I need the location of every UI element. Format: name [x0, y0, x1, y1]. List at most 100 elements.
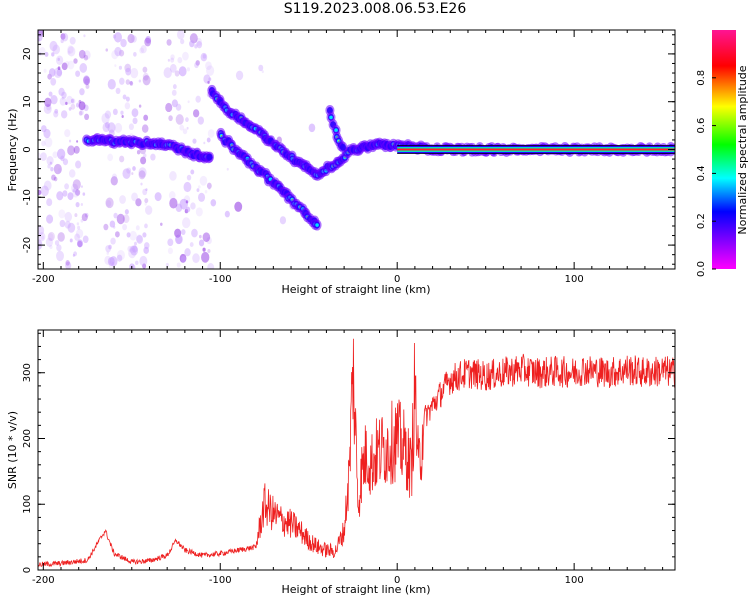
noise-blob [199, 175, 208, 186]
noise-blob [234, 201, 243, 212]
noise-blob [61, 96, 64, 100]
noise-blob [179, 253, 187, 263]
noise-blob [176, 262, 181, 268]
noise-blob [207, 80, 210, 84]
noise-blob [195, 37, 202, 46]
noise-blob [140, 45, 147, 54]
noise-blob [72, 253, 75, 257]
noise-blob [130, 67, 139, 79]
noise-blob [186, 174, 192, 181]
noise-blob [121, 114, 124, 118]
noise-blob [56, 191, 64, 201]
noise-blob [142, 263, 147, 269]
noise-blob [67, 60, 75, 70]
noise-blob [52, 44, 61, 55]
noise-blob [201, 251, 210, 263]
noise-blob [83, 75, 90, 84]
ridge-core [315, 223, 319, 227]
noise-blob [52, 151, 58, 159]
noise-blob [126, 167, 132, 174]
noise-blob [67, 45, 74, 54]
noise-blob [208, 187, 211, 191]
snr-y-tick-label: 100 [22, 495, 33, 514]
noise-blob [141, 124, 149, 133]
noise-blob [196, 188, 200, 192]
noise-blob [75, 189, 81, 196]
noise-blob [111, 173, 118, 181]
noise-blob [160, 222, 163, 226]
noise-blob [84, 113, 90, 121]
noise-blob [165, 102, 173, 113]
noise-blob [53, 110, 59, 118]
noise-blob [143, 153, 147, 158]
noise-blob [65, 260, 70, 266]
noise-blob [76, 239, 84, 248]
noise-blob [172, 84, 177, 90]
noise-blob [154, 192, 162, 202]
noise-blob [116, 254, 123, 262]
spectrogram-x-ticks: -200 -100 0 100 [32, 30, 664, 285]
noise-blob [64, 183, 69, 190]
noise-blob [170, 54, 175, 61]
noise-blob [78, 101, 86, 111]
noise-blob [72, 179, 81, 190]
noise-blob [53, 176, 58, 182]
noise-blob [46, 104, 51, 111]
noise-blob [129, 81, 134, 86]
noise-blob [139, 255, 148, 267]
noise-blob [125, 67, 132, 76]
noise-blob [181, 229, 186, 235]
noise-blob [129, 80, 133, 85]
noise-blob [106, 251, 110, 255]
noise-blob [140, 182, 143, 186]
noise-blob [135, 225, 140, 231]
noise-blob [111, 50, 119, 60]
noise-blob [38, 225, 45, 236]
noise-blob [79, 62, 88, 73]
noise-blob [198, 239, 205, 247]
noise-blob [191, 228, 198, 238]
noise-blob [61, 91, 67, 99]
noise-blob [120, 110, 124, 115]
noise-blob [142, 232, 147, 238]
noise-blob [203, 74, 211, 84]
noise-blob [57, 66, 61, 70]
noise-blob [180, 255, 186, 263]
noise-blob [198, 192, 206, 202]
colorbar-label: Normalized spectral amplitude [736, 65, 749, 234]
noise-blob [43, 103, 52, 115]
noise-blob [140, 156, 147, 165]
ridge-core [329, 115, 333, 120]
noise-blob [41, 235, 45, 240]
noise-blob [192, 138, 197, 144]
noise-blob [202, 54, 207, 59]
noise-blob [101, 113, 110, 124]
noise-blob [57, 57, 60, 62]
noise-blob [74, 189, 79, 196]
noise-blob [43, 68, 47, 73]
noise-blob [60, 33, 66, 40]
noise-blob [185, 206, 191, 213]
noise-blob [194, 44, 198, 49]
noise-blob [126, 232, 131, 238]
noise-blob [49, 161, 52, 165]
noise-blob [129, 230, 137, 241]
noise-blob [167, 238, 174, 247]
noise-blob [206, 137, 211, 143]
noise-blob [41, 140, 46, 147]
noise-blob [136, 150, 141, 155]
snr-x-tick-label: 100 [565, 575, 584, 586]
noise-blob [62, 158, 69, 166]
noise-blob [122, 168, 131, 179]
spectrogram-y-ticks: -20 -10 0 10 20 [22, 34, 675, 265]
noise-blob [107, 256, 115, 266]
noise-blob [132, 117, 138, 125]
noise-blob [114, 64, 117, 68]
noise-blob [145, 205, 153, 215]
noise-blob [51, 174, 56, 181]
noise-blob [125, 96, 130, 102]
noise-blob [54, 108, 59, 114]
noise-blob [128, 123, 134, 131]
noise-blob [67, 222, 76, 233]
noise-blob [54, 240, 60, 246]
